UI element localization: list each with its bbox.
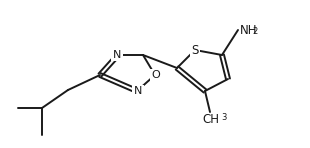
Text: N: N bbox=[113, 50, 121, 60]
Text: NH: NH bbox=[240, 24, 258, 37]
Text: 2: 2 bbox=[252, 26, 257, 36]
Text: O: O bbox=[152, 70, 160, 80]
Text: 3: 3 bbox=[221, 113, 226, 122]
Text: N: N bbox=[134, 86, 142, 96]
Text: CH: CH bbox=[202, 113, 219, 126]
Text: S: S bbox=[191, 44, 199, 57]
